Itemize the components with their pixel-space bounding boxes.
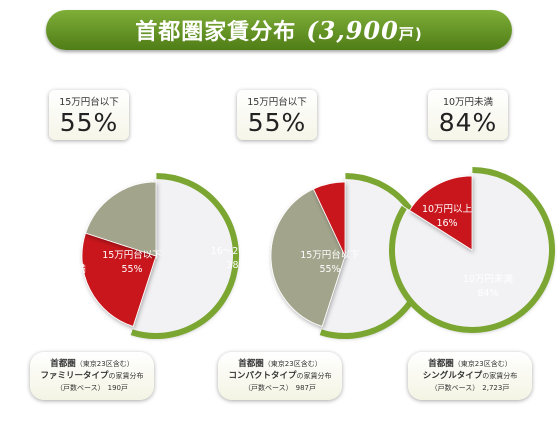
summary-box-family: 15万円台以下 55% [49,90,129,140]
desc-basis: （戸数ベース） [56,384,105,392]
desc-type: シングルタイプ [422,371,483,381]
total-count: (3,900戸) [306,16,422,45]
slice-value-label: 25% [39,278,60,289]
summary-box-compact: 15万円台以下 55% [237,90,317,140]
slice-value-label: 84% [477,288,498,299]
summary-box-single: 10万円未満 84% [428,90,508,140]
slice-label: 15万円台以下 [300,249,360,261]
desc-line2: コンパクトタイプの家賃分布 [218,370,342,382]
desc-line3: （戸数ベース） 190戸 [30,382,154,394]
pie-slice [408,175,473,251]
desc-type: コンパクトタイプ [228,371,297,381]
slice-value-label: 55% [121,264,142,275]
title-banner: 首都圏家賃分布 (3,900戸) [46,10,512,50]
slice-value-label: 38% [226,260,247,271]
desc-units: 190戸 [107,384,128,392]
description-single: 首都圏（東京23区含む） シングルタイプの家賃分布 （戸数ベース） 2,723戸 [408,352,532,400]
slice-label: 10万円未満 [463,273,514,285]
desc-line1: 首都圏（東京23区含む） [218,358,342,370]
total-count-unit: 戸) [398,24,423,43]
desc-type-suffix: の家賃分布 [482,372,518,380]
slice-label: 16～20万円 [211,246,264,257]
pie-family: 15万円台以下 55% 16～25万円未満 25% 25万円以上 20% [14,173,239,339]
desc-region: 首都圏 [428,359,454,369]
pie-highlight-ring [130,173,239,339]
slice-value-label: 7% [260,206,275,217]
desc-line2: シングルタイプの家賃分布 [408,370,532,382]
desc-region: 首都圏 [238,359,264,369]
pie-highlight-ring [389,167,555,333]
desc-basis: （戸数ベース） [244,384,293,392]
desc-line2: ファミリータイプの家賃分布 [30,370,154,382]
desc-units: 2,723戸 [482,384,510,392]
pie-slice [81,232,157,327]
slice-value-label: 20% [49,213,70,224]
chart-title: 首都圏家賃分布 [135,20,297,45]
summary-caption: 15万円台以下 [59,97,119,108]
desc-type-suffix: の家賃分布 [296,372,332,380]
description-compact: 首都圏（東京23区含む） コンパクトタイプの家賃分布 （戸数ベース） 987戸 [218,352,342,400]
desc-line1: 首都圏（東京23区含む） [30,358,154,370]
slice-label: 20万円超 [248,191,289,203]
desc-line1: 首都圏（東京23区含む） [408,358,532,370]
pie-slice [270,188,346,327]
summary-percent: 55% [247,108,307,137]
summary-caption: 15万円台以下 [247,97,307,108]
slice-value-label: 55% [319,264,340,275]
pie-single: 10万円未満 84% 10万円以上 16% [389,167,555,333]
pie-slice [85,181,157,257]
slice-label: 16～25万円未満 [14,263,86,275]
desc-region-note: （東京23区含む） [263,360,322,368]
pie-slice [312,181,346,257]
slice-value-label: 16% [436,218,457,229]
slice-label: 10万円以上 [422,204,473,215]
slice-label: 25万円以上 [35,199,86,210]
desc-basis: （戸数ベース） [430,384,480,392]
total-count-value: (3,900 [306,15,399,45]
desc-region: 首都圏 [50,359,76,369]
desc-line3: （戸数ベース） 987戸 [218,382,342,394]
desc-region-note: （東京23区含む） [75,360,134,368]
slice-label: 15万円台以下 [102,249,162,261]
description-family: 首都圏（東京23区含む） ファミリータイプの家賃分布 （戸数ベース） 190戸 [30,352,154,400]
desc-type-suffix: の家賃分布 [108,372,144,380]
desc-region-note: （東京23区含む） [453,360,512,368]
summary-percent: 84% [438,108,498,137]
desc-type: ファミリータイプ [40,371,109,381]
summary-percent: 55% [59,108,119,137]
summary-caption: 10万円未満 [442,97,494,108]
desc-units: 987戸 [295,384,316,392]
desc-line3: （戸数ベース） 2,723戸 [408,382,532,394]
